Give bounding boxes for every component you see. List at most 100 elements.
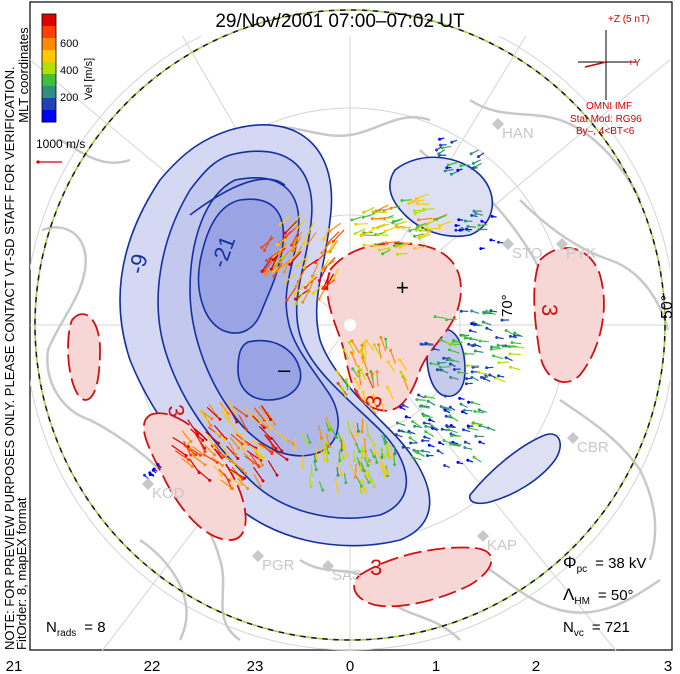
velocity-vector-origin [408, 229, 412, 233]
velocity-vector [420, 230, 432, 233]
velocity-vector [274, 255, 284, 265]
velocity-vector-origin [465, 377, 469, 381]
velocity-vector-origin [448, 405, 452, 409]
velocity-vector-origin [486, 426, 490, 430]
velocity-vector-origin [469, 152, 473, 156]
velocity-vector-origin [470, 400, 474, 404]
velocity-vector [304, 276, 318, 289]
velocity-vector-origin [344, 378, 348, 382]
velocity-vector-origin [245, 427, 248, 431]
velocity-vector [283, 258, 291, 273]
velocity-vector [219, 401, 229, 414]
velocity-vector [183, 440, 192, 456]
velocity-vector [213, 425, 227, 440]
station-label: SAS [332, 567, 362, 584]
velocity-vector [382, 462, 389, 475]
velocity-vector-origin [379, 397, 383, 401]
velocity-vector-origin [387, 455, 391, 459]
velocity-vector-origin [423, 395, 427, 399]
velocity-vector-origin [277, 253, 281, 256]
velocity-vector-origin [320, 251, 324, 255]
velocity-vector [402, 375, 409, 391]
velocity-vector [329, 222, 342, 232]
velocity-vector-origin [244, 471, 247, 475]
velocity-vector [379, 447, 385, 458]
velocity-vector-origin [513, 331, 517, 335]
velocity-vector-origin [497, 240, 500, 244]
velocity-vector-origin [311, 291, 315, 295]
velocity-vector [386, 240, 401, 244]
negative-cell-southeast [468, 433, 561, 505]
velocity-vector [418, 230, 432, 238]
velocity-vector-origin [326, 250, 330, 254]
velocity-vector [218, 468, 230, 481]
velocity-vector-origin [208, 478, 212, 482]
velocity-vector [336, 462, 343, 475]
velocity-vector-origin [401, 445, 405, 449]
velocity-vector-origin [284, 437, 287, 441]
velocity-vector-origin [370, 217, 374, 221]
velocity-vector-origin [371, 394, 375, 398]
velocity-vector-origin [345, 454, 349, 458]
velocity-vector-origin [218, 417, 222, 421]
velocity-vector [229, 469, 241, 479]
velocity-vector [198, 408, 208, 420]
velocity-vector-origin [189, 440, 193, 444]
velocity-vector [251, 415, 265, 429]
velocity-vector-origin [393, 452, 397, 456]
velocity-vector-origin [457, 370, 461, 374]
velocity-vector-origin [507, 344, 511, 348]
velocity-vector [203, 453, 218, 463]
reference-vector-label: 1000 m/s [36, 137, 85, 151]
velocity-vector [208, 403, 218, 416]
velocity-vector-origin [364, 339, 368, 343]
velocity-vector-origin [470, 166, 474, 170]
velocity-vector-origin [317, 297, 321, 301]
velocity-vector [174, 450, 190, 461]
velocity-vector-origin [344, 481, 348, 485]
velocity-vector-origin [325, 459, 329, 463]
velocity-vector [509, 353, 521, 356]
velocity-vector [372, 395, 377, 408]
velocity-vector-origin [347, 340, 351, 344]
station-label: PGR [262, 557, 295, 574]
velocity-vector-origin [359, 469, 363, 473]
velocity-vector-origin [470, 322, 474, 326]
velocity-vector [295, 293, 303, 305]
velocity-vector-origin [359, 368, 363, 372]
contour-label: 3 [537, 304, 562, 316]
velocity-vector-origin [302, 242, 306, 246]
lat-label-50: 50° [659, 295, 676, 319]
velocity-vector-origin [472, 209, 476, 213]
velocity-vector-origin [265, 259, 268, 263]
velocity-vector-origin [282, 270, 286, 274]
velocity-vector [412, 456, 422, 461]
velocity-vector-origin [217, 441, 220, 445]
velocity-vector-origin [295, 265, 299, 268]
velocity-vector-origin [361, 356, 365, 360]
velocity-vector [390, 350, 396, 364]
velocity-vector [495, 377, 506, 383]
velocity-vector [401, 199, 413, 202]
velocity-vector [378, 344, 382, 359]
velocity-vector-origin [265, 270, 269, 274]
velocity-vector-origin [315, 457, 319, 461]
velocity-vector-origin [210, 417, 214, 421]
velocity-vector [263, 259, 274, 272]
velocity-vector-origin [271, 258, 275, 262]
velocity-vector-origin [247, 442, 251, 446]
velocity-vector-origin [451, 340, 455, 343]
velocity-vector [384, 226, 397, 232]
fit-order-note: FitOrder: 8, mapEX format [14, 497, 29, 650]
velocity-vector-origin [220, 463, 224, 467]
mlt-tick: 21 [6, 658, 23, 674]
velocity-vector [350, 431, 358, 445]
velocity-vector-origin [271, 269, 275, 273]
velocity-vector-origin [393, 463, 397, 467]
velocity-vector-origin [239, 483, 243, 487]
reference-vector: 1000 m/s [36, 137, 85, 164]
velocity-vector-origin [463, 446, 467, 450]
velocity-vector-origin [353, 377, 357, 380]
velocity-vector-origin [392, 244, 396, 248]
velocity-vector-origin [422, 414, 426, 418]
